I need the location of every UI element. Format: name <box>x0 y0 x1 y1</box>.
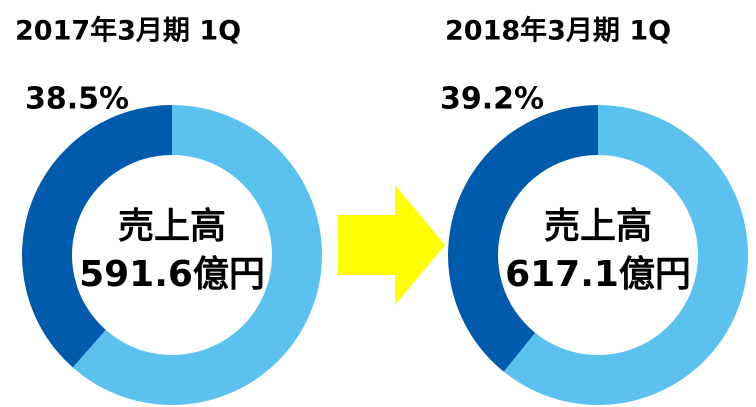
center-label: 売上高 <box>118 206 226 247</box>
arrow <box>338 185 445 305</box>
donut-segment <box>21 105 173 368</box>
donut-segment <box>72 105 322 405</box>
center-label: 売上高 <box>544 206 652 247</box>
value-label: 39.2% <box>440 82 544 117</box>
chart-title: 2018年3月期 1Q <box>445 15 671 47</box>
donut-segment <box>503 105 749 406</box>
chart-title: 2017年3月期 1Q <box>15 15 241 47</box>
value-label: 38.5% <box>25 82 129 117</box>
center-label: 591.6億円 <box>79 254 265 295</box>
center-label: 617.1億円 <box>505 254 691 295</box>
donut-segment <box>448 105 598 372</box>
